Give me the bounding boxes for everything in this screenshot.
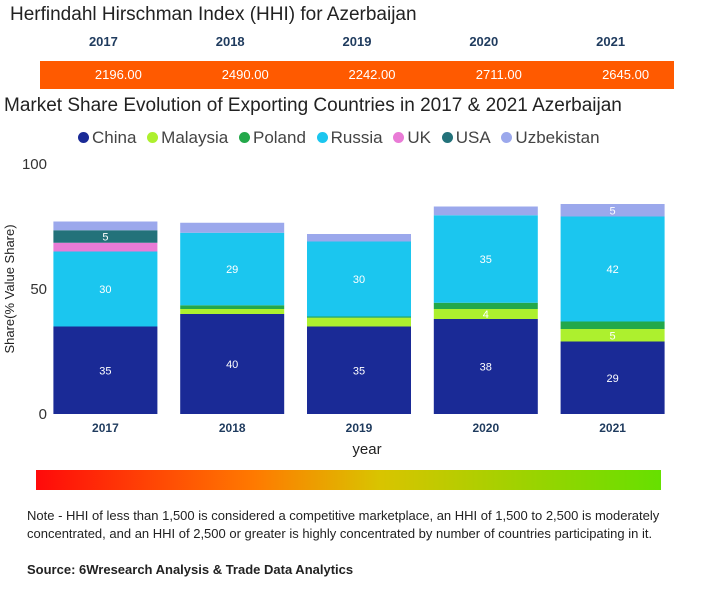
x-tick-label: 2017 [92,421,119,435]
legend-label: UK [407,128,431,147]
bar-segment-russia [180,232,285,306]
hhi-value: 2645.00 [602,67,650,82]
x-axis-label: year [352,441,381,458]
data-label: 30 [99,284,111,296]
data-label: 4 [483,309,489,321]
legend-item-uk[interactable]: UK [393,128,431,148]
hhi-value: 2711.00 [475,67,522,82]
chart-title: Market Share Evolution of Exporting Coun… [4,95,622,116]
data-label: 38 [480,362,492,374]
hhi-value-bar: 2196.00 2490.00 2242.00 2711.00 2645.00 [40,61,674,89]
data-label: 40 [226,359,238,371]
legend-dot-malaysia [147,132,159,143]
bar-segment-uzbekistan [307,234,411,242]
legend-label: Uzbekistan [515,128,600,147]
bar-segment-china [307,326,411,414]
bar-segment-uk [53,242,158,252]
legend-dot-uk [393,132,405,143]
data-label: 35 [353,365,365,377]
hhi-years-row: 2017 2018 2019 2020 2021 [40,34,674,54]
data-label: 29 [226,264,238,276]
data-label: 35 [99,365,111,377]
y-tick-label: 50 [30,281,47,298]
data-label: 5 [610,330,616,342]
bar-segment-china [180,314,285,414]
bar-segment-russia [53,251,158,327]
bar-segment-poland [560,321,665,329]
x-tick-label: 2018 [219,421,246,435]
legend-dot-uzbekistan [501,132,513,143]
bar-segment-russia [307,241,411,317]
bar-segment-malaysia [307,317,411,327]
legend-item-malaysia[interactable]: Malaysia [147,128,228,148]
hhi-note: Note - HHI of less than 1,500 is conside… [27,508,660,541]
data-label: 35 [480,254,492,266]
bar-segment-russia [433,215,538,303]
legend-item-uzbekistan[interactable]: Uzbekistan [501,128,600,148]
legend-label: Malaysia [161,128,229,147]
data-label: 29 [606,373,618,385]
bar-segment-malaysia [433,309,538,319]
y-tick-label: 0 [39,406,47,423]
legend-item-china[interactable]: China [78,128,136,148]
legend-label: USA [455,128,491,147]
x-tick-label: 2020 [472,421,499,435]
hhi-year: 2019 [342,34,372,49]
y-axis-label: Share(% Value Share) [2,224,17,353]
hhi-year: 2018 [215,34,245,49]
bar-segment-china [560,341,665,414]
hhi-title: Herfindahl Hirschman Index (HHI) for Aze… [10,4,417,25]
legend-label: Russia [330,128,383,147]
bar-segment-malaysia [180,309,285,314]
hhi-value: 2196.00 [94,67,142,82]
hhi-year: 2021 [596,34,626,49]
legend-dot-usa [441,132,453,143]
stacked-bar-chart: Share(% Value Share)05010035305201740292… [2,156,665,458]
legend-item-poland[interactable]: Poland [238,128,306,148]
bar-segment-malaysia [560,329,665,342]
bar-segment-poland [180,305,285,309]
data-label: 5 [102,232,108,244]
legend-label: China [92,128,137,147]
x-tick-label: 2021 [599,421,626,435]
hhi-year: 2020 [469,34,499,49]
bar-segment-uzbekistan [53,221,158,231]
data-label: 5 [610,205,616,217]
bar-segment-russia [560,216,665,322]
data-label: 42 [606,264,618,276]
hhi-value: 2490.00 [221,67,269,82]
bar-segment-uzbekistan [433,206,538,216]
bar-segment-china [53,326,158,414]
y-tick-label: 100 [22,156,47,173]
legend-dot-russia [316,132,328,143]
bar-segment-usa [53,230,158,243]
legend-item-usa[interactable]: USA [441,128,491,148]
data-label: 30 [353,274,365,286]
bar-segment-poland [433,302,538,309]
chart-legend: China Malaysia Poland Russia UK USA Uzbe… [78,128,606,150]
legend-dot-china [78,132,89,143]
source-text: Source: 6Wresearch Analysis & Trade Data… [27,562,354,577]
concentration-gradient-bar [36,470,661,490]
legend-dot-poland [238,132,250,143]
legend-item-russia[interactable]: Russia [316,128,383,148]
hhi-value: 2242.00 [348,67,396,82]
bar-segment-uzbekistan [180,222,285,233]
bar-segment-uzbekistan [560,204,665,217]
bar-segment-poland [307,316,411,318]
legend-label: Poland [252,128,306,147]
hhi-year: 2017 [88,34,118,49]
bar-segment-china [433,319,538,414]
x-tick-label: 2019 [346,421,373,435]
